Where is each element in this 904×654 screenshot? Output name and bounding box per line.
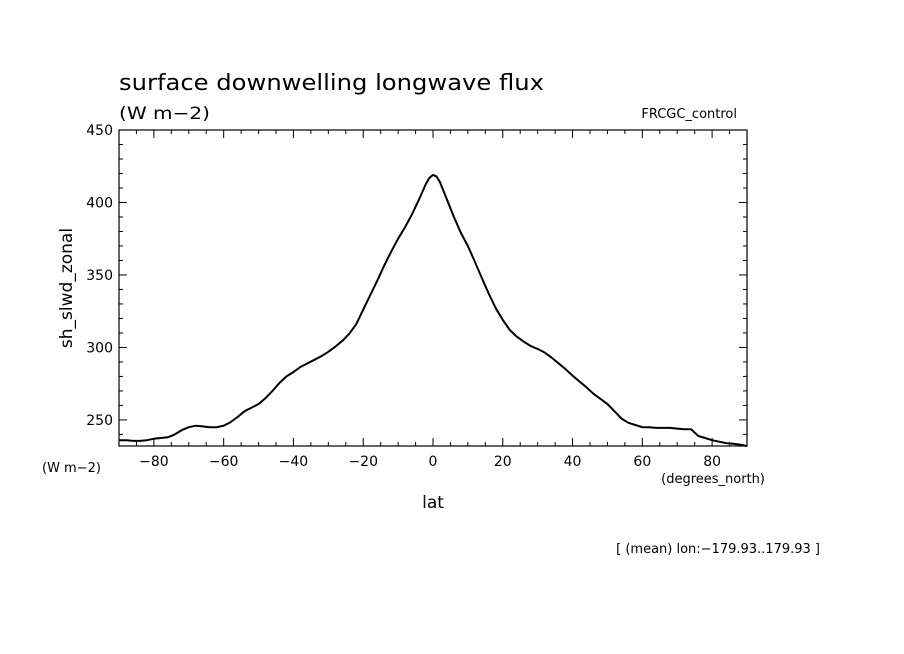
series-line bbox=[119, 173, 748, 447]
y-axis-title: sh_slwd_zonal bbox=[57, 228, 77, 348]
y-tick-label: 250 bbox=[86, 413, 113, 429]
x-tick-label: 60 bbox=[633, 454, 651, 470]
x-axis-units: (degrees_north) bbox=[661, 472, 765, 487]
plot-frame bbox=[118, 129, 748, 447]
x-axis-tick-labels: −80 −60 −40 −20 0 20 40 60 80 bbox=[139, 454, 721, 470]
x-axis-ticks bbox=[118, 130, 748, 446]
experiment-label: FRCGC_control bbox=[641, 107, 737, 122]
x-axis-title: lat bbox=[422, 493, 444, 513]
y-axis-units: (W m−2) bbox=[42, 461, 101, 476]
y-axis-ticks bbox=[119, 129, 747, 435]
y-tick-label: 300 bbox=[86, 340, 113, 356]
y-tick-label: 350 bbox=[86, 268, 113, 284]
x-tick-label: 40 bbox=[564, 454, 582, 470]
y-axis-tick-labels: 250 300 350 400 450 bbox=[86, 123, 113, 429]
chart-units: (W m−2) bbox=[119, 104, 210, 124]
x-tick-label: −80 bbox=[139, 454, 169, 470]
x-tick-label: −60 bbox=[209, 454, 239, 470]
y-tick-label: 400 bbox=[86, 195, 113, 211]
y-tick-label: 450 bbox=[86, 123, 113, 139]
x-tick-label: 20 bbox=[494, 454, 512, 470]
x-tick-label: 80 bbox=[703, 454, 721, 470]
x-tick-label: 0 bbox=[429, 454, 438, 470]
chart-title: surface downwelling longwave flux bbox=[119, 71, 544, 96]
x-tick-label: −20 bbox=[348, 454, 378, 470]
x-tick-label: −40 bbox=[279, 454, 309, 470]
footnote: [ (mean) lon:−179.93..179.93 ] bbox=[616, 542, 820, 557]
